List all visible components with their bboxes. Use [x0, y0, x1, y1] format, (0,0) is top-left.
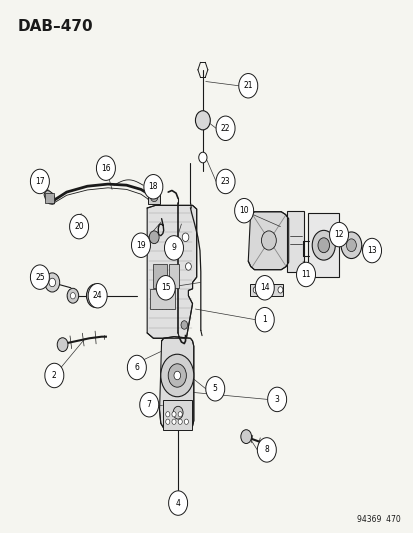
Circle shape [30, 169, 49, 193]
Polygon shape [44, 190, 55, 204]
Circle shape [257, 438, 275, 462]
FancyBboxPatch shape [307, 213, 338, 277]
Text: 20: 20 [74, 222, 84, 231]
Circle shape [184, 419, 188, 424]
Circle shape [216, 116, 235, 141]
Circle shape [57, 338, 68, 352]
Text: 10: 10 [239, 206, 248, 215]
FancyBboxPatch shape [150, 289, 174, 309]
Circle shape [88, 284, 107, 308]
Circle shape [195, 111, 210, 130]
Circle shape [182, 233, 188, 241]
Text: 8: 8 [264, 446, 268, 455]
Circle shape [160, 354, 193, 397]
Circle shape [171, 419, 176, 424]
FancyBboxPatch shape [169, 264, 179, 288]
Text: 7: 7 [147, 400, 151, 409]
Circle shape [150, 192, 157, 201]
Circle shape [198, 152, 206, 163]
Circle shape [255, 308, 273, 332]
Circle shape [234, 198, 253, 223]
Text: DAB–470: DAB–470 [17, 19, 93, 34]
Circle shape [127, 356, 146, 379]
Circle shape [185, 263, 191, 270]
Circle shape [69, 214, 88, 239]
Circle shape [255, 276, 273, 300]
Polygon shape [248, 212, 288, 270]
Circle shape [261, 231, 275, 250]
Text: 6: 6 [134, 363, 139, 372]
Text: 3: 3 [274, 395, 279, 404]
Circle shape [329, 222, 348, 247]
Circle shape [205, 376, 224, 401]
Circle shape [30, 265, 49, 289]
Text: 2: 2 [52, 371, 57, 380]
Text: 25: 25 [35, 273, 45, 281]
Text: 23: 23 [220, 177, 230, 186]
Text: 1: 1 [262, 315, 266, 324]
Circle shape [165, 411, 169, 417]
Circle shape [253, 287, 258, 293]
FancyBboxPatch shape [162, 400, 191, 430]
FancyBboxPatch shape [250, 284, 282, 296]
Circle shape [67, 288, 78, 303]
Circle shape [266, 287, 271, 293]
Text: 19: 19 [136, 241, 145, 250]
Text: 16: 16 [101, 164, 110, 173]
Circle shape [277, 287, 282, 293]
Circle shape [362, 238, 381, 263]
Circle shape [346, 239, 356, 252]
Circle shape [173, 371, 180, 379]
FancyBboxPatch shape [152, 264, 166, 288]
Text: 14: 14 [259, 283, 269, 292]
Circle shape [96, 156, 115, 180]
Text: 5: 5 [212, 384, 217, 393]
FancyBboxPatch shape [45, 192, 53, 203]
Circle shape [168, 364, 186, 387]
Text: 22: 22 [220, 124, 230, 133]
Circle shape [178, 411, 182, 417]
Circle shape [140, 392, 158, 417]
Text: 13: 13 [366, 246, 376, 255]
Text: 11: 11 [301, 270, 310, 279]
Circle shape [238, 74, 257, 98]
Circle shape [173, 406, 183, 419]
Circle shape [240, 430, 251, 443]
Circle shape [267, 387, 286, 411]
Circle shape [45, 364, 64, 387]
Circle shape [216, 169, 235, 193]
Circle shape [144, 174, 162, 199]
Circle shape [45, 273, 59, 292]
Text: 17: 17 [35, 177, 45, 186]
Circle shape [86, 284, 104, 308]
Circle shape [149, 231, 159, 244]
Polygon shape [159, 337, 193, 430]
Circle shape [178, 419, 182, 424]
FancyBboxPatch shape [148, 189, 159, 204]
Text: 15: 15 [161, 283, 170, 292]
Circle shape [91, 290, 100, 301]
Circle shape [49, 278, 55, 287]
Circle shape [340, 232, 361, 259]
Circle shape [165, 419, 169, 424]
Circle shape [296, 262, 315, 287]
Circle shape [180, 321, 187, 329]
Text: 4: 4 [175, 498, 180, 507]
Circle shape [131, 233, 150, 257]
Circle shape [317, 238, 329, 253]
Polygon shape [147, 205, 196, 338]
Text: 24: 24 [93, 291, 102, 300]
Circle shape [171, 411, 176, 417]
Circle shape [156, 276, 175, 300]
Text: 18: 18 [148, 182, 158, 191]
Text: 21: 21 [243, 81, 252, 90]
Text: 9: 9 [171, 244, 176, 253]
Circle shape [164, 236, 183, 260]
Circle shape [311, 230, 335, 260]
Circle shape [70, 293, 75, 299]
Circle shape [168, 491, 187, 515]
Text: 94369  470: 94369 470 [356, 515, 400, 524]
Text: 12: 12 [333, 230, 343, 239]
FancyBboxPatch shape [287, 211, 303, 272]
